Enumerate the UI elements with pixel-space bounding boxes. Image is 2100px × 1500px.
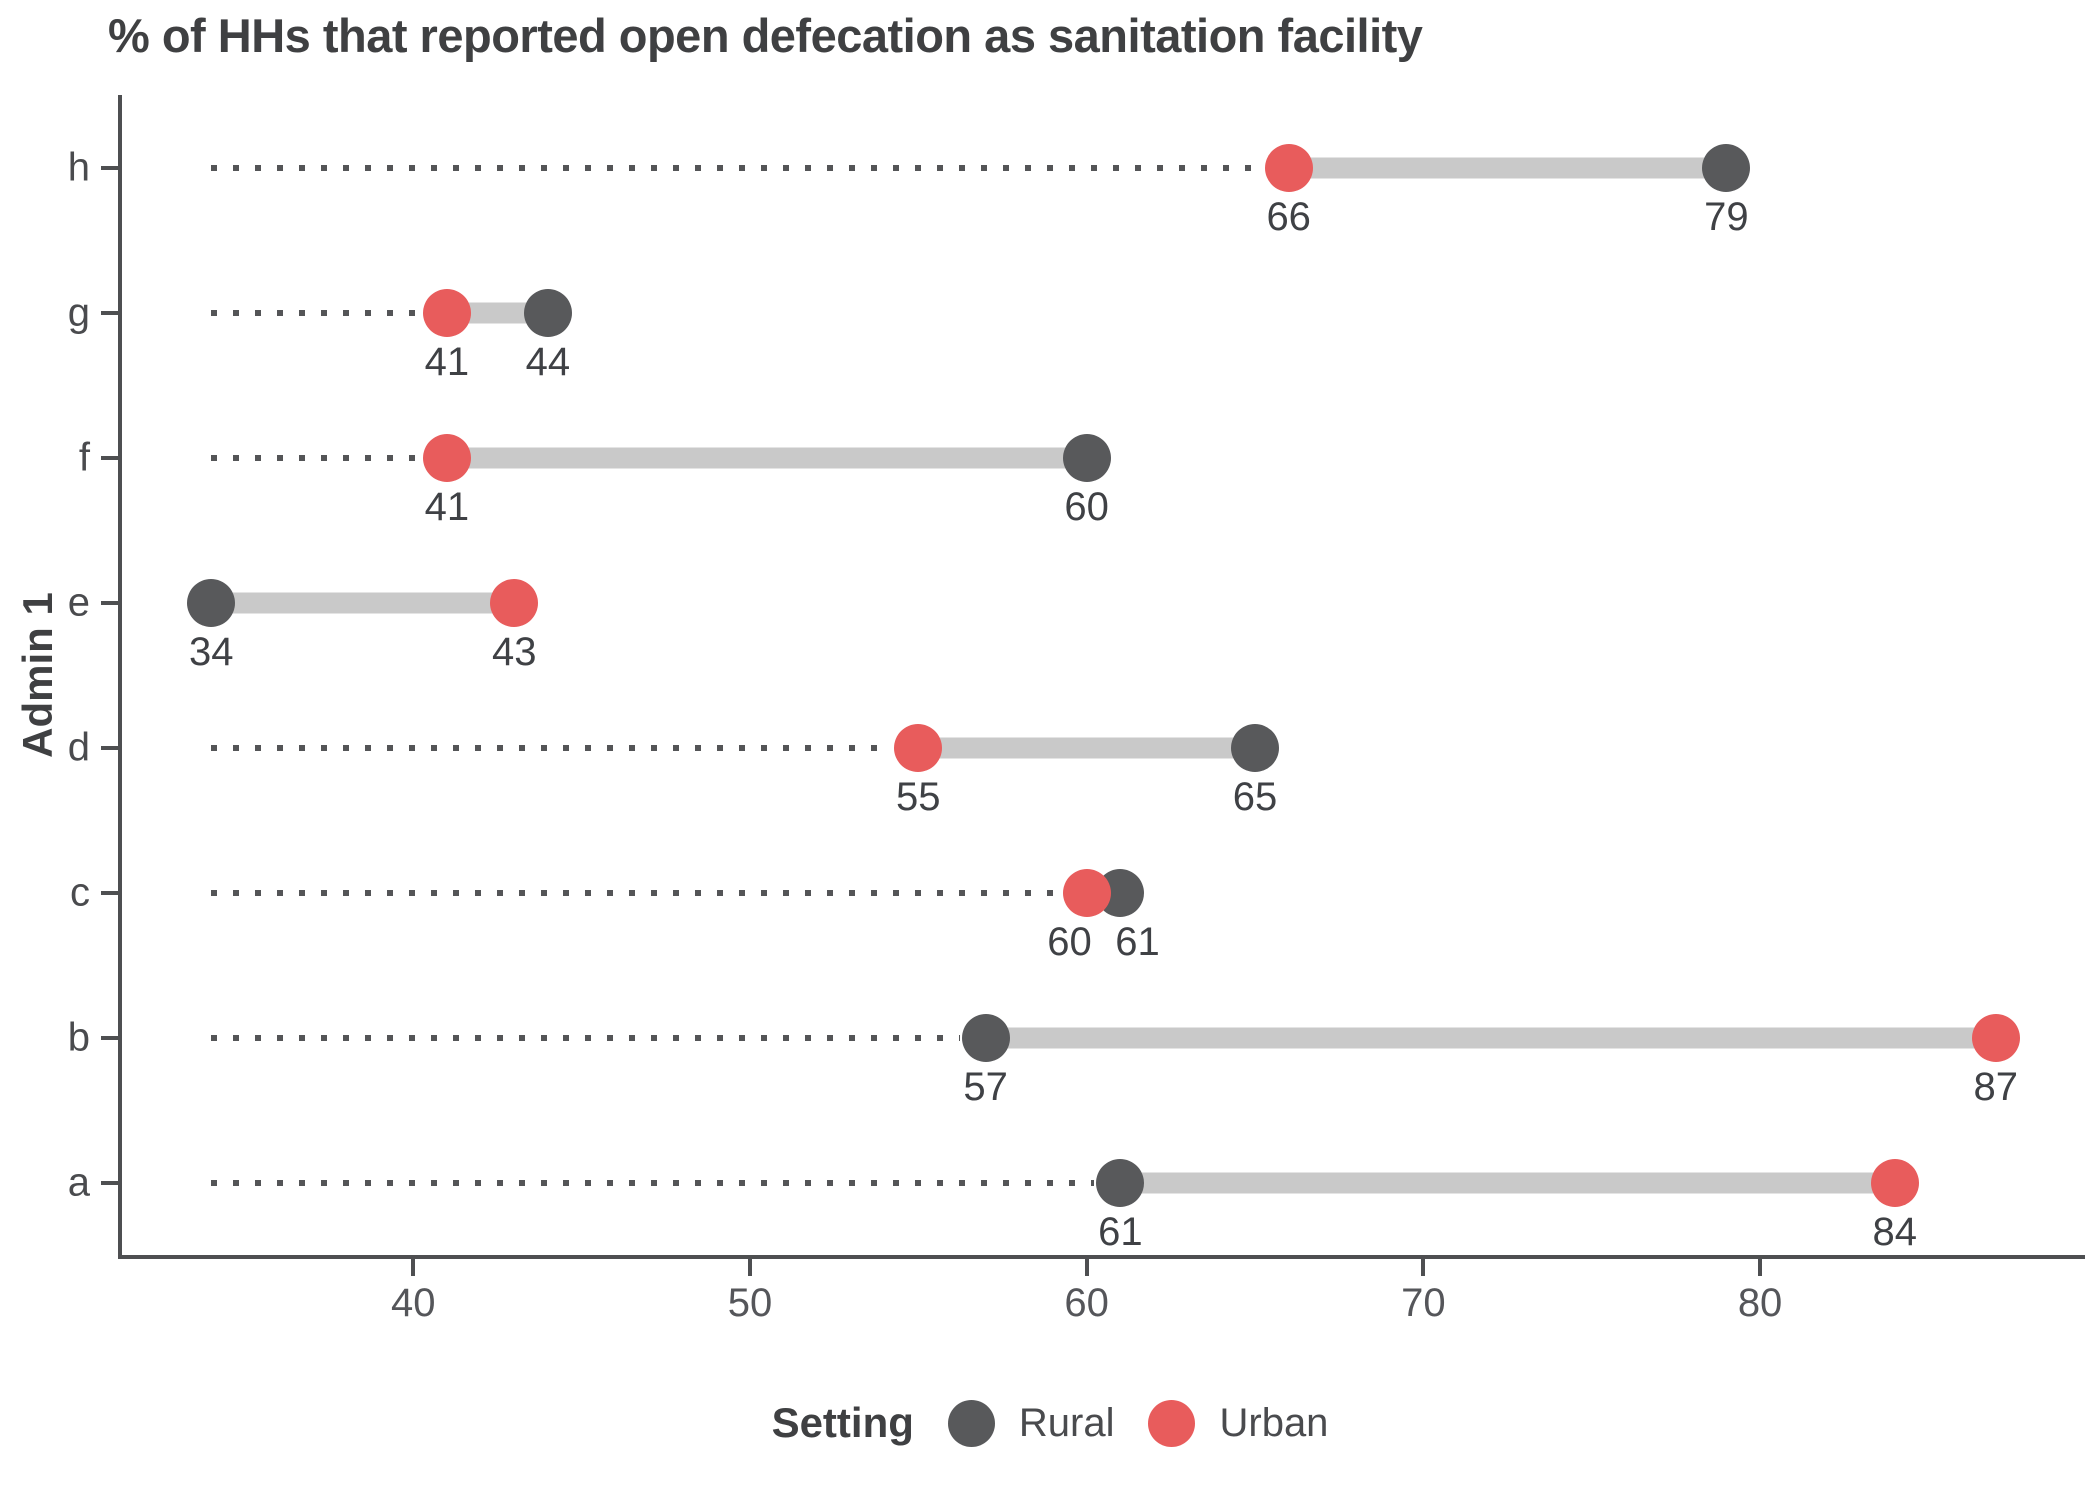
legend-item-rural: Rural — [947, 1399, 1115, 1447]
legend-title: Setting — [771, 1399, 914, 1446]
x-axis-tick-label: 40 — [391, 1281, 436, 1325]
y-category-label: f — [78, 435, 90, 479]
rural-value-label: 79 — [1704, 194, 1749, 239]
urban-value-label: 66 — [1266, 194, 1311, 239]
plot-panel: 79 66 h 44 41 g 60 41 f 34 43 e 65 55 d 61 60 c 57 87 b 61 84 a… — [68, 95, 2085, 1325]
urban-value-label: 41 — [424, 484, 470, 529]
leader-line — [211, 1179, 1095, 1186]
y-category-label: g — [67, 290, 90, 334]
x-axis-tick-label: 60 — [1064, 1281, 1109, 1325]
y-category-label: e — [67, 580, 90, 624]
connector-bar — [985, 1027, 1996, 1048]
x-axis-tick — [1758, 1259, 1763, 1276]
leader-line — [211, 164, 1263, 171]
y-axis-tick — [101, 310, 118, 315]
rural-value-label: 34 — [188, 629, 234, 674]
y-axis-tick — [101, 1180, 118, 1185]
y-category-label: h — [67, 145, 90, 189]
x-axis-tick — [411, 1259, 416, 1276]
y-category-label: d — [67, 725, 90, 769]
leader-line — [211, 744, 893, 751]
y-axis-tick — [101, 165, 118, 170]
y-category-label: b — [67, 1015, 90, 1059]
urban-dot — [1062, 868, 1111, 917]
x-axis-tick — [1084, 1259, 1089, 1276]
urban-dot — [422, 288, 471, 337]
y-axis-tick — [101, 455, 118, 460]
x-axis-tick — [747, 1259, 752, 1276]
y-axis-tick — [101, 1035, 118, 1040]
rural-legend-dot-icon — [947, 1399, 995, 1447]
connector-bar — [446, 302, 548, 323]
y-axis-tick — [101, 745, 118, 750]
x-axis-tick-label: 50 — [727, 1281, 773, 1325]
x-axis-tick — [1421, 1259, 1426, 1276]
legend-label-rural: Rural — [1018, 1400, 1115, 1445]
rural-dot — [1702, 143, 1751, 192]
legend: Setting Rural Urban — [0, 1394, 2100, 1452]
y-category-label: c — [70, 870, 90, 914]
urban-value-label: 60 — [1047, 919, 1092, 964]
urban-value-label: 43 — [492, 629, 537, 674]
rural-value-label: 61 — [1115, 919, 1160, 964]
rural-dot — [1096, 1158, 1145, 1207]
urban-dot — [490, 578, 539, 627]
urban-value-label: 55 — [896, 774, 941, 819]
y-category-label: a — [67, 1160, 90, 1204]
rural-dot — [1231, 723, 1280, 772]
leader-line — [211, 454, 421, 461]
urban-dot — [1870, 1158, 1919, 1207]
rural-dot — [961, 1013, 1010, 1062]
rural-value-label: 57 — [963, 1064, 1008, 1109]
rural-value-label: 60 — [1064, 484, 1109, 529]
legend-item-urban: Urban — [1148, 1399, 1329, 1447]
x-axis-tick-label: 70 — [1401, 1281, 1446, 1325]
rural-value-label: 44 — [525, 339, 571, 384]
urban-dot — [1264, 143, 1313, 192]
leader-line — [211, 1034, 960, 1041]
leader-line — [211, 309, 421, 316]
urban-value-label: 87 — [1973, 1064, 2019, 1109]
urban-dot — [894, 723, 943, 772]
connector-bar — [1288, 157, 1727, 178]
connector-bar — [1120, 1172, 1895, 1193]
rural-dot — [187, 578, 236, 627]
rural-dot — [523, 288, 572, 337]
urban-legend-dot-icon — [1148, 1399, 1196, 1447]
legend-label-urban: Urban — [1219, 1400, 1329, 1445]
rural-dot — [1062, 433, 1111, 482]
chart-title: % of HHs that reported open defecation a… — [108, 9, 1423, 62]
urban-value-label: 41 — [424, 339, 470, 384]
connector-bar — [211, 592, 515, 613]
urban-dot — [1971, 1013, 2020, 1062]
x-axis-tick-label: 80 — [1737, 1281, 1783, 1325]
connector-bar — [446, 447, 1087, 468]
urban-dot — [422, 433, 471, 482]
urban-value-label: 84 — [1872, 1209, 1918, 1254]
rural-value-label: 65 — [1232, 774, 1278, 819]
connector-bar — [918, 737, 1255, 758]
rural-value-label: 61 — [1098, 1209, 1143, 1254]
y-axis-tick — [101, 890, 118, 895]
y-axis-tick — [101, 600, 118, 605]
leader-line — [211, 889, 1061, 896]
